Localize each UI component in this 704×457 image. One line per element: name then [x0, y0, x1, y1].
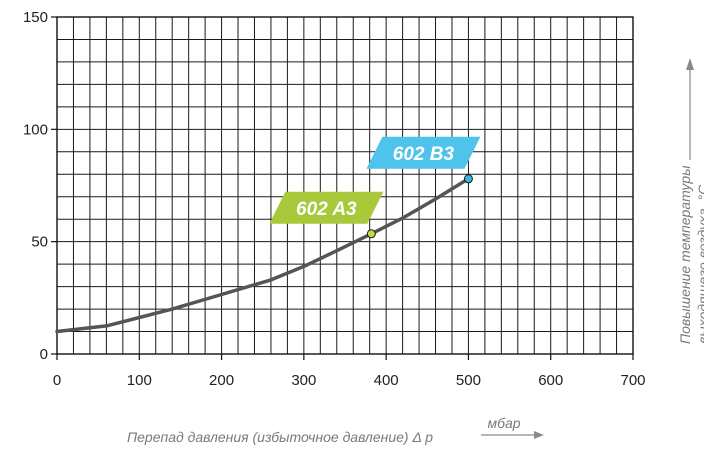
y-axis-title-line2: выходящего воздуха, °C	[695, 184, 704, 344]
grid	[57, 17, 633, 354]
marker-label-badge	[269, 191, 384, 224]
plot-frame	[56, 16, 634, 355]
marker-label: 602 A3	[296, 199, 357, 220]
x-tick-label: 500	[456, 372, 481, 389]
series-line	[55, 177, 471, 334]
y-tick-label: 50	[31, 234, 48, 251]
series	[55, 177, 471, 334]
y-tick-label: 0	[40, 346, 48, 363]
x-tick-label: 700	[620, 372, 645, 389]
y-tick-label: 150	[23, 9, 48, 26]
x-tick-label: 100	[127, 372, 152, 389]
data-point-marker	[463, 174, 473, 184]
x-tick-label: 600	[538, 372, 563, 389]
x-axis-unit: мбар	[487, 415, 520, 431]
markers: 602 A3 602 B3	[269, 136, 481, 239]
x-tick-label: 200	[209, 372, 234, 389]
marker-label: 602 B3	[393, 144, 455, 165]
y-axis-arrow	[686, 58, 694, 160]
x-tick-label: 0	[53, 372, 61, 389]
y-tick-label: 100	[23, 121, 48, 138]
marker-label-badge	[366, 136, 481, 169]
plot-area	[57, 17, 633, 354]
x-tick-label: 300	[291, 372, 316, 389]
x-axis-arrow	[481, 431, 544, 439]
y-axis-title-line1: Повышение температуры	[677, 165, 693, 344]
x-axis-title: Перепад давления (избыточное давление) Δ…	[127, 429, 433, 445]
axes: 0 100 200 300 400 500 600 700 0 50 100 150	[23, 9, 646, 389]
data-point-marker	[366, 229, 376, 239]
x-tick-label: 400	[374, 372, 399, 389]
